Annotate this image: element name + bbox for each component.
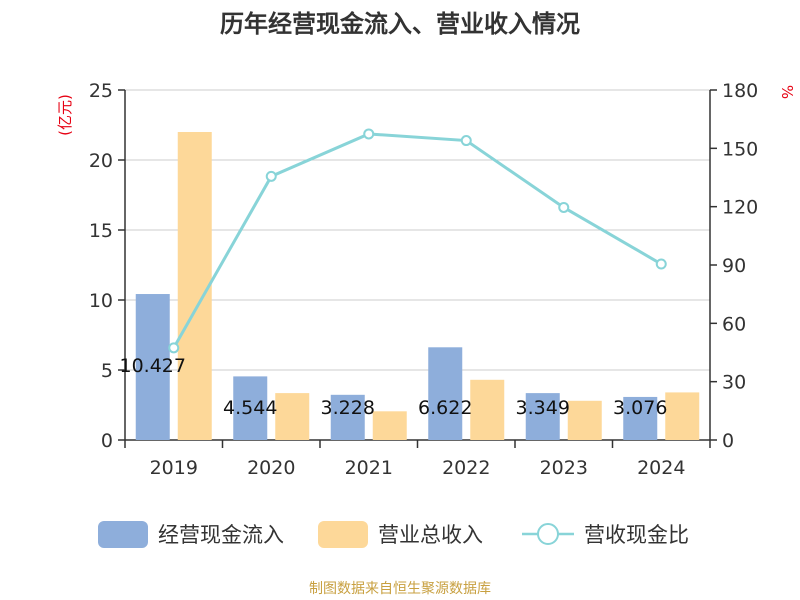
line-series	[168, 128, 667, 354]
bar-经营现金流入-2023	[525, 393, 560, 440]
bar-经营现金流入-2024	[623, 396, 658, 440]
bar-营业总收入-2019	[177, 132, 212, 440]
y-right-tick-5: 150	[722, 138, 758, 160]
bar-营业总收入-2020	[275, 393, 310, 440]
data-label-2022: 6.622	[418, 397, 472, 419]
y-left-tick-4: 20	[89, 150, 113, 172]
y-right-tick-2: 60	[722, 313, 746, 335]
legend-label-经营现金流入: 经营现金流入	[158, 523, 284, 547]
y-left-tick-2: 10	[89, 290, 113, 312]
bar-营业总收入-2021	[372, 411, 407, 440]
bar-经营现金流入-2021	[330, 394, 365, 440]
data-label-2023: 3.349	[516, 397, 570, 419]
source-note: 制图数据来自恒生聚源数据库	[309, 581, 491, 597]
bar-经营现金流入-2022	[428, 347, 463, 440]
x-tick-2024: 2024	[637, 457, 685, 479]
bar-营业总收入-2022	[470, 379, 505, 440]
data-labels: 10.427 4.544 3.228 6.622 3.349 3.076	[120, 355, 668, 419]
legend-swatch-经营现金流入	[98, 521, 148, 548]
y-right-tick-0: 0	[722, 430, 734, 452]
legend-swatch-营业总收入	[318, 521, 368, 548]
y-right-tick-6: 180	[722, 80, 758, 102]
axes: 0 5 10 15 20 25 (亿元) 0 30 60 90 120 150 180 % 2019 2020 2…	[56, 80, 796, 479]
y-right-tick-4: 120	[722, 197, 758, 219]
grid	[125, 89, 710, 371]
data-label-2020: 4.544	[223, 397, 277, 419]
y-left-unit: (亿元)	[56, 94, 74, 136]
point-营收现金比-2020	[265, 170, 277, 182]
bar-经营现金流入-2019	[135, 294, 170, 440]
y-left-tick-5: 25	[89, 80, 113, 102]
y-left-tick-3: 15	[89, 220, 113, 242]
y-right-tick-1: 30	[722, 372, 746, 394]
point-营收现金比-2021	[363, 128, 375, 140]
x-tick-2021: 2021	[345, 457, 393, 479]
point-营收现金比-2023	[558, 201, 570, 213]
point-营收现金比-2022	[460, 135, 472, 147]
x-tick-2019: 2019	[150, 457, 198, 479]
bar-经营现金流入-2020	[233, 376, 268, 440]
x-tick-2020: 2020	[247, 457, 295, 479]
y-left-tick-0: 0	[101, 430, 113, 452]
line-营收现金比	[172, 132, 663, 349]
y-right-tick-3: 90	[722, 255, 746, 277]
x-tick-2023: 2023	[540, 457, 588, 479]
y-left-tick-1: 5	[101, 360, 113, 382]
data-label-2021: 3.228	[321, 397, 375, 419]
x-tick-2022: 2022	[442, 457, 490, 479]
legend-marker-营收现金比	[537, 523, 559, 545]
legend: 经营现金流入 营业总收入 营收现金比	[98, 521, 689, 548]
bar-营业总收入-2024	[665, 392, 700, 440]
chart-title: 历年经营现金流入、营业收入情况	[220, 10, 580, 38]
point-营收现金比-2019	[168, 342, 180, 354]
legend-label-营业总收入: 营业总收入	[378, 523, 483, 547]
data-label-2024: 3.076	[613, 397, 667, 419]
bar-营业总收入-2023	[567, 400, 602, 440]
data-label-2019: 10.427	[120, 355, 186, 377]
y-right-unit: %	[778, 85, 796, 99]
point-营收现金比-2024	[655, 258, 667, 270]
bars	[135, 132, 700, 440]
legend-label-营收现金比: 营收现金比	[584, 523, 689, 547]
